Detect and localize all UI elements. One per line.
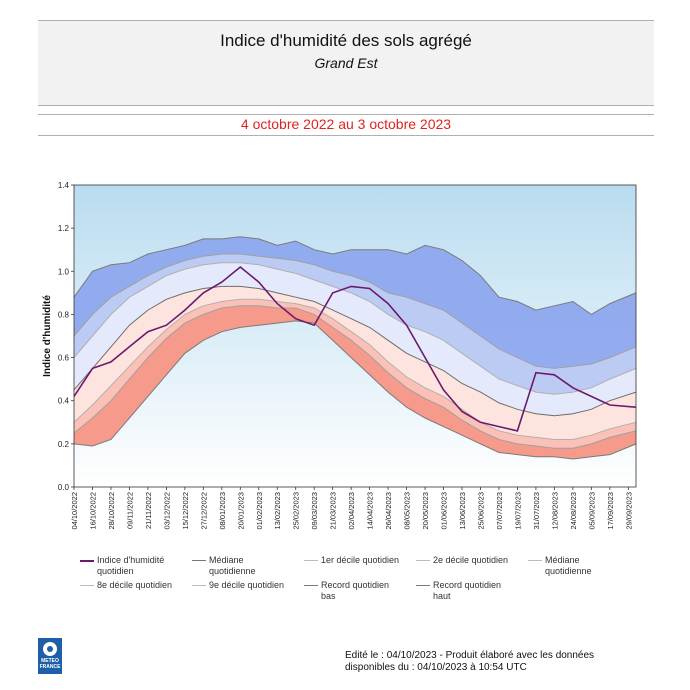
legend-swatch	[304, 560, 318, 561]
y-tick-label: 0.8	[58, 310, 70, 319]
line-record-low	[73, 320, 637, 460]
x-tick-label: 14/04/2023	[366, 492, 375, 530]
legend-label: Record quotidien haut	[433, 580, 502, 601]
y-tick-label: 0.2	[58, 440, 70, 449]
x-tick-label: 26/04/2023	[384, 492, 393, 530]
header-box: Indice d'humidité des sols agrégé Grand …	[38, 20, 654, 106]
x-tick-label: 13/06/2023	[458, 492, 467, 530]
footer-line1: Edité le : 04/10/2023 - Produit élaboré …	[345, 650, 595, 661]
x-tick-label: 01/02/2023	[255, 492, 264, 530]
period-label: 4 octobre 2022 au 3 octobre 2023	[240, 116, 452, 132]
line-decile8	[73, 262, 637, 395]
chart-subtitle: Grand Est	[314, 55, 378, 71]
line-record-high	[73, 236, 637, 315]
chart: 0.0 0.2 0.4 0.6 0.8 1.0 1.2 1.4 04/10/2022 16/10/…	[42, 181, 637, 530]
band-decile9-decile8	[74, 254, 636, 395]
x-tick-label: 20/05/2023	[421, 492, 430, 530]
legend-swatch	[80, 560, 94, 562]
x-tick-label: 03/12/2022	[162, 492, 171, 530]
legend-swatch	[416, 560, 430, 561]
legend-label: Médiane quotidienne	[209, 555, 256, 576]
footer-note: Edité le : 04/10/2023 - Produit élaboré …	[345, 650, 594, 674]
legend-swatch	[192, 560, 206, 561]
x-tick-label: 12/08/2023	[550, 492, 559, 530]
x-tick-label: 05/09/2023	[587, 492, 596, 530]
x-tick-label: 20/01/2023	[236, 492, 245, 530]
x-tick-label: 08/01/2023	[218, 492, 227, 530]
legend-swatch	[192, 585, 206, 586]
line-decile1	[73, 305, 637, 449]
x-tick-label: 27/12/2022	[199, 492, 208, 530]
x-tick-label: 02/04/2023	[347, 492, 356, 530]
y-tick-label: 0.6	[58, 354, 70, 363]
y-tick-label: 1.0	[58, 267, 70, 276]
x-tick-label: 17/09/2023	[606, 492, 615, 530]
y-tick-label: 0.4	[58, 397, 70, 406]
y-tick-label: 1.4	[58, 181, 70, 190]
x-tick-label: 04/10/2022	[70, 492, 79, 530]
x-tick-label: 24/08/2023	[569, 492, 578, 530]
legend-swatch	[416, 585, 430, 586]
x-tick-label: 21/11/2022	[144, 492, 153, 529]
line-decile2	[73, 298, 637, 440]
band-decile8-median	[74, 262, 636, 416]
x-tick-label: 19/07/2023	[513, 492, 522, 530]
y-tick-label: 0.0	[58, 483, 70, 492]
x-tick-label: 21/03/2023	[329, 492, 338, 530]
legend-label: Record quotidien bas	[321, 580, 390, 601]
meteo-france-logo: METEO FRANCE	[38, 638, 62, 674]
legend-label: Indice d'humidité quotidien	[97, 555, 165, 576]
line-median	[73, 285, 637, 417]
period-box: 4 octobre 2022 au 3 octobre 2023	[38, 114, 654, 136]
logo-line1: METEO	[41, 658, 59, 664]
legend-label: Médiane quotidienne	[545, 555, 592, 576]
x-tick-label: 28/10/2022	[107, 492, 116, 530]
line-daily-index	[73, 265, 637, 432]
y-tick-label: 1.2	[58, 224, 70, 233]
legend-swatch	[528, 560, 542, 561]
x-tick-label: 13/02/2023	[273, 492, 282, 530]
plot-frame	[73, 184, 637, 488]
x-tick-label: 01/06/2023	[440, 492, 449, 530]
chart-title: Indice d'humidité des sols agrégé	[220, 31, 472, 50]
x-tick-label: 09/03/2023	[310, 492, 319, 530]
legend-swatch	[304, 585, 318, 586]
legend-label: 1er décile quotidien	[321, 555, 400, 565]
x-tick-label: 15/12/2022	[181, 492, 190, 530]
band-record-high-decile9	[74, 236, 636, 369]
legend-swatch	[80, 585, 94, 586]
legend-label: 8e décile quotidien	[97, 580, 173, 590]
x-tick-label: 25/06/2023	[476, 492, 485, 530]
footer-line2: disponibles du : 04/10/2023 à 10:54 UTC	[345, 662, 527, 673]
logo-emblem-icon	[43, 642, 57, 656]
x-tick-label: 29/09/2023	[624, 492, 633, 530]
legend-label: 9e décile quotidien	[209, 580, 285, 590]
x-tick-label: 08/05/2023	[403, 492, 412, 530]
line-decile9	[73, 253, 637, 369]
x-tick-label: 09/11/2022	[125, 492, 134, 529]
logo-text: METEO FRANCE	[38, 658, 62, 670]
y-axis-label: Indice d'humidité	[42, 295, 53, 377]
x-tick-label: 31/07/2023	[532, 492, 541, 530]
x-tick-label: 16/10/2022	[88, 492, 97, 530]
logo-line2: FRANCE	[39, 664, 61, 670]
legend-label: 2e décile quotidien	[433, 555, 509, 565]
x-tick-label: 07/07/2023	[495, 492, 504, 530]
x-tick-label: 25/02/2023	[292, 492, 301, 530]
